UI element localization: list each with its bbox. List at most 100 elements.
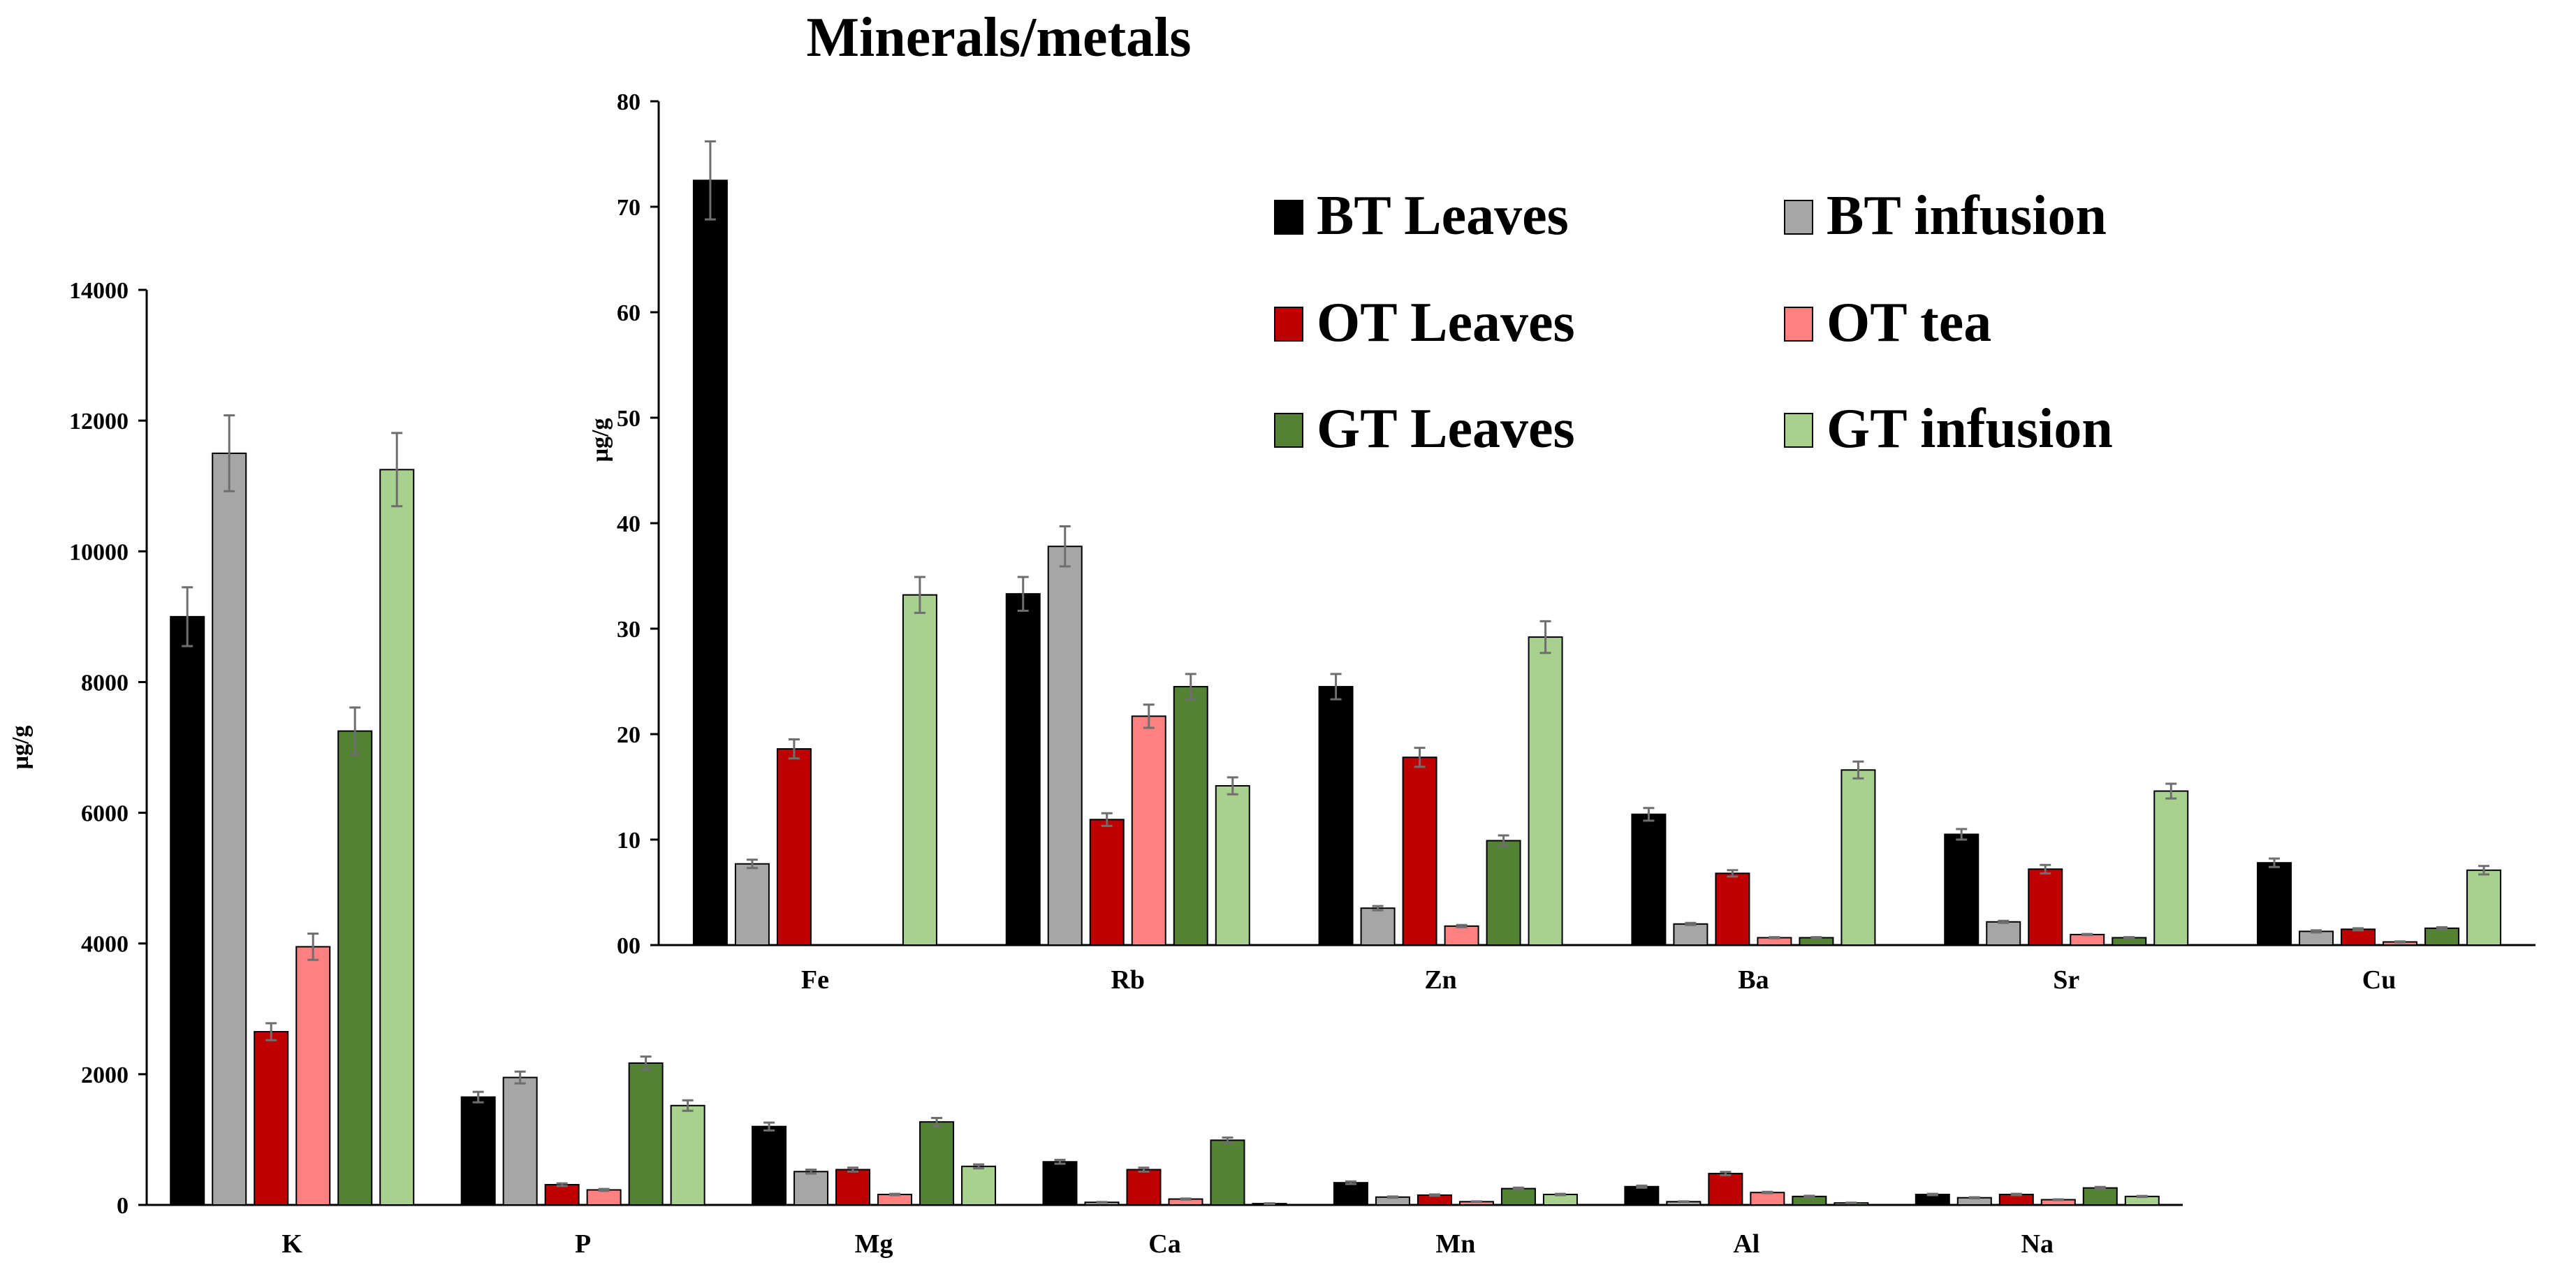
- inset-bar-zn-ot-tea: [1444, 925, 1479, 946]
- inset-bar-sr-bt-infusion: [1986, 921, 2021, 946]
- figure-title: Minerals/metals: [807, 7, 1192, 68]
- legend: BT Leaves BT infusion OT Leaves OT tea GT Le…: [1274, 185, 2113, 460]
- main-y-tick-label: 12000: [69, 409, 129, 434]
- inset-bar-zn-bt-infusion: [1360, 907, 1396, 946]
- inset-bar-cu-bt-leaves: [2257, 862, 2292, 946]
- inset-bar-fe-ot-leaves: [776, 748, 812, 946]
- inset-bar-ba-bt-leaves: [1631, 813, 1667, 946]
- legend-label-ot-tea: OT tea: [1827, 292, 1991, 353]
- main-bar-al-bt-leaves: [1624, 1185, 1660, 1206]
- inset-bar-zn-gt-leaves: [1486, 840, 1521, 946]
- main-bar-k-gt-leaves: [337, 730, 373, 1206]
- main-bar-mg-gt-leaves: [919, 1121, 955, 1206]
- legend-swatch-bt-leaves: [1274, 200, 1303, 235]
- inset-category-label: Rb: [1111, 965, 1145, 995]
- legend-swatch-ot-tea: [1784, 307, 1813, 342]
- main-bar-k-ot-leaves: [254, 1031, 289, 1206]
- inset-bar-zn-ot-leaves: [1402, 756, 1437, 946]
- inset-bar-rb-gt-infusion: [1215, 784, 1250, 946]
- inset-y-tick-label: 00: [617, 933, 641, 959]
- main-bar-p-bt-infusion: [502, 1076, 538, 1206]
- main-bar-mg-ot-leaves: [835, 1169, 871, 1206]
- inset-bar-sr-bt-leaves: [1944, 833, 1979, 946]
- inset-bar-cu-gt-infusion: [2466, 869, 2502, 946]
- inset-category-label: Ba: [1738, 965, 1769, 995]
- main-category-label: K: [281, 1229, 302, 1259]
- inset-bar-ba-bt-infusion: [1673, 923, 1708, 946]
- main-y-tick-label: 10000: [69, 539, 129, 565]
- main-bar-p-gt-infusion: [670, 1104, 705, 1206]
- inset-bar-fe-gt-infusion: [902, 594, 937, 946]
- main-bar-k-bt-leaves: [170, 615, 205, 1206]
- inset-category-label: Cu: [2362, 965, 2396, 995]
- main-bar-mg-gt-infusion: [961, 1165, 997, 1206]
- inset-bar-rb-ot-leaves: [1089, 819, 1125, 946]
- main-bar-al-ot-tea: [1750, 1192, 1785, 1206]
- main-bar-p-bt-leaves: [460, 1096, 496, 1206]
- inset-bar-sr-ot-leaves: [2028, 868, 2063, 946]
- main-category-label: Ca: [1148, 1229, 1180, 1259]
- main-y-tick-label: 0: [117, 1193, 129, 1219]
- inset-bar-ba-ot-leaves: [1715, 872, 1750, 946]
- legend-label-gt-leaves: GT Leaves: [1317, 398, 1575, 460]
- main-bar-mn-gt-leaves: [1500, 1187, 1536, 1206]
- main-bar-p-gt-leaves: [628, 1062, 664, 1206]
- inset-bar-fe-bt-infusion: [734, 863, 770, 946]
- inset-y-tick-label: 30: [617, 617, 641, 643]
- main-bar-p-ot-leaves: [544, 1183, 580, 1206]
- inset-y-axis-label: µg/g: [587, 418, 613, 462]
- main-y-tick-label: 8000: [81, 670, 129, 696]
- inset-bar-cu-ot-leaves: [2341, 928, 2376, 946]
- inset-y-tick-label: 60: [617, 300, 641, 326]
- main-bar-mg-bt-leaves: [752, 1125, 787, 1206]
- inset-bar-rb-ot-tea: [1131, 715, 1166, 946]
- inset-bar-rb-bt-infusion: [1047, 546, 1083, 946]
- legend-label-gt-infusion: GT infusion: [1827, 398, 2113, 460]
- main-category-label: Al: [1733, 1229, 1759, 1259]
- main-y-axis-label: µg/g: [8, 725, 34, 769]
- inset-category-label: Fe: [801, 965, 829, 995]
- main-bar-k-bt-infusion: [212, 452, 247, 1206]
- legend-label-ot-leaves: OT Leaves: [1317, 292, 1575, 353]
- legend-swatch-ot-leaves: [1274, 307, 1303, 342]
- legend-label-bt-infusion: BT infusion: [1827, 185, 2107, 247]
- main-bar-k-ot-tea: [295, 946, 331, 1206]
- legend-label-bt-leaves: BT Leaves: [1317, 185, 1569, 247]
- main-bar-al-ot-leaves: [1708, 1173, 1743, 1206]
- legend-swatch-gt-leaves: [1274, 413, 1303, 448]
- inset-y-tick-label: 10: [617, 828, 641, 854]
- inset-y-tick-label: 40: [617, 511, 641, 537]
- main-bar-p-ot-tea: [586, 1189, 622, 1206]
- inset-category-label: Sr: [2053, 965, 2079, 995]
- main-y-tick-label: 14000: [69, 278, 129, 304]
- main-category-label: Mg: [855, 1229, 893, 1259]
- inset-bar-rb-bt-leaves: [1005, 593, 1041, 946]
- inset-bar-fe-bt-leaves: [692, 180, 728, 946]
- main-bar-ca-bt-leaves: [1042, 1161, 1078, 1206]
- main-category-label: Mn: [1435, 1229, 1475, 1259]
- main-y-tick-label: 4000: [81, 932, 129, 958]
- inset-bar-rb-gt-leaves: [1173, 686, 1208, 946]
- main-bar-mn-bt-leaves: [1333, 1182, 1368, 1206]
- inset-y-tick-label: 50: [617, 406, 641, 432]
- inset-bar-sr-ot-tea: [2070, 933, 2105, 946]
- main-bar-k-gt-infusion: [379, 469, 415, 1206]
- main-bar-ca-ot-leaves: [1126, 1169, 1162, 1206]
- inset-bar-cu-gt-leaves: [2424, 927, 2460, 946]
- main-y-tick-label: 2000: [81, 1062, 129, 1088]
- main-bar-ca-gt-leaves: [1210, 1139, 1245, 1206]
- inset-y-tick-label: 70: [617, 195, 641, 221]
- main-bar-mg-bt-infusion: [793, 1171, 829, 1206]
- main-y-tick-label: 6000: [81, 801, 129, 827]
- inset-y-tick-label: 80: [617, 89, 641, 115]
- inset-category-label: Zn: [1424, 965, 1456, 995]
- main-bar-na-gt-leaves: [2082, 1187, 2118, 1206]
- main-category-label: Na: [2021, 1229, 2054, 1259]
- inset-bar-sr-gt-infusion: [2153, 790, 2189, 946]
- legend-swatch-bt-infusion: [1784, 200, 1813, 235]
- inset-y-tick-label: 20: [617, 722, 641, 748]
- inset-bar-chart: 00 10 20 30 40 50 60 70 80 µg/g Fe Rb Zn Ba Sr Cu: [587, 89, 2535, 995]
- legend-swatch-gt-infusion: [1784, 413, 1813, 448]
- main-category-label: P: [575, 1229, 591, 1259]
